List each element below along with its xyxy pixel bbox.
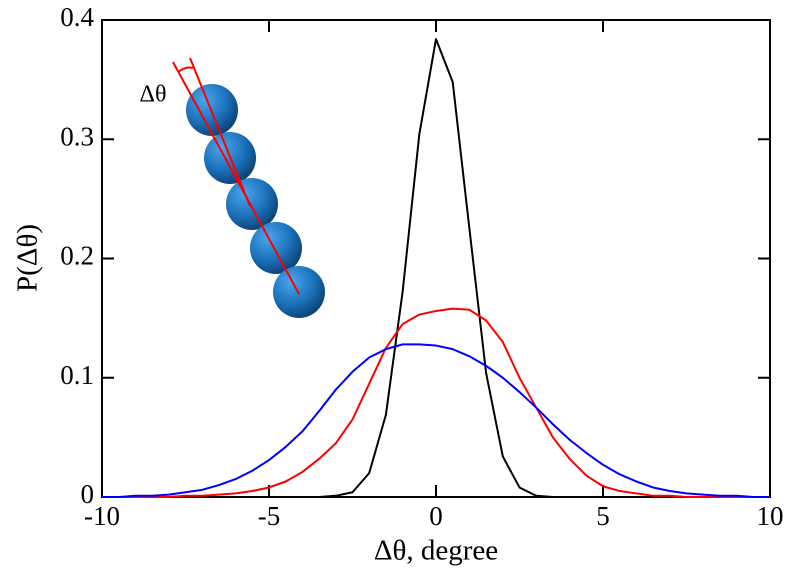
y-tick-label: 0.3 [60,121,94,151]
y-tick-label: 0.1 [60,360,94,390]
x-tick-label: -5 [258,501,281,531]
x-tick-label: 10 [757,501,784,531]
line-series [102,307,770,498]
x-tick-label: -10 [84,501,120,531]
x-tick-label: 0 [429,501,443,531]
line-series [102,38,770,498]
inset-illustration [172,57,325,318]
x-tick-label: 5 [596,501,610,531]
y-tick-label: 0 [81,479,95,509]
inset-label: Δθ [140,82,167,108]
line-series [102,343,770,498]
y-tick-label: 0.2 [60,241,94,271]
x-axis-label: Δθ, degree [374,535,498,567]
y-tick-label: 0.4 [60,2,94,32]
y-axis-label: P(Δθ) [12,224,44,292]
